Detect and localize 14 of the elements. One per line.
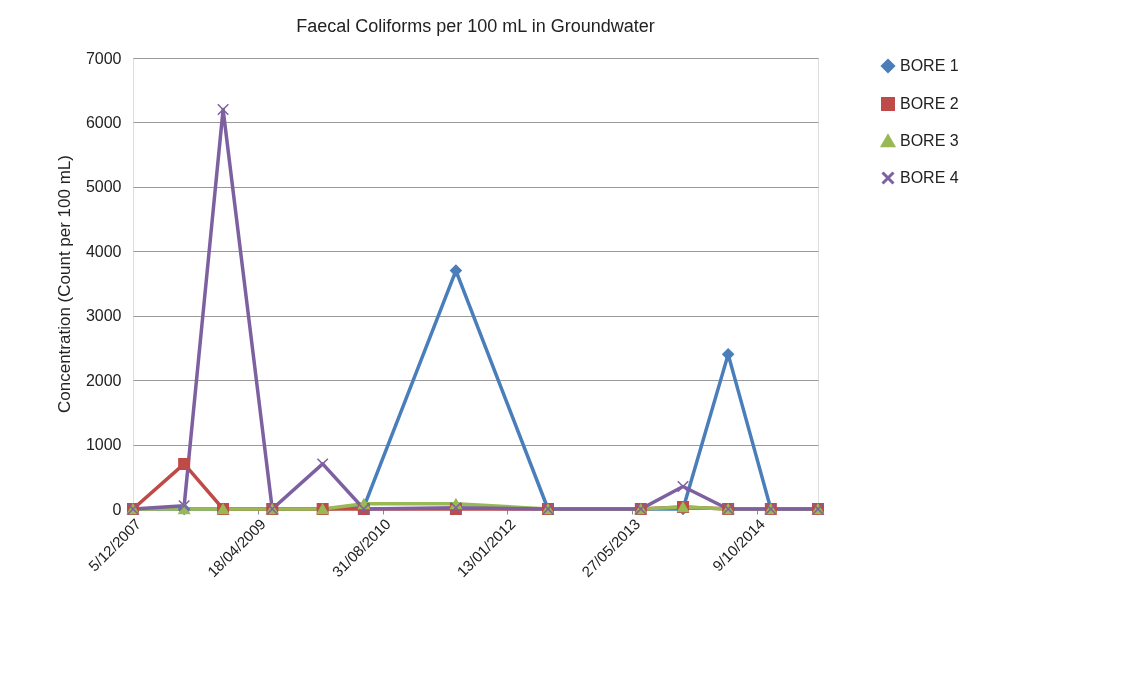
y-axis-title: Concentration (Count per 100 mL) — [54, 155, 74, 413]
y-tick-label: 0 — [112, 500, 122, 518]
legend-label: BORE 3 — [900, 132, 959, 149]
y-tick-label: 6000 — [85, 113, 122, 131]
chart-title: Faecal Coliforms per 100 mL in Groundwater — [296, 16, 655, 36]
y-tick-label: 7000 — [85, 49, 122, 67]
y-tick-label: 3000 — [85, 307, 122, 325]
y-tick-label: 2000 — [85, 371, 122, 389]
legend-label: BORE 4 — [900, 169, 959, 186]
y-tick-label: 4000 — [85, 242, 122, 260]
y-tick-label: 1000 — [85, 436, 122, 454]
legend-label: BORE 1 — [900, 57, 959, 74]
legend-label: BORE 2 — [900, 95, 959, 112]
y-tick-label: 5000 — [85, 178, 122, 196]
